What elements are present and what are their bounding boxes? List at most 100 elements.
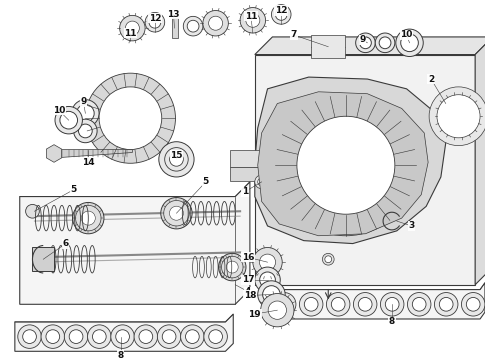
Circle shape: [157, 325, 181, 348]
Text: 10: 10: [400, 31, 413, 40]
Circle shape: [46, 330, 60, 343]
Circle shape: [76, 104, 94, 122]
Circle shape: [81, 211, 95, 225]
Circle shape: [170, 153, 183, 166]
Circle shape: [60, 111, 77, 129]
Circle shape: [246, 13, 260, 27]
Circle shape: [353, 293, 377, 316]
Circle shape: [258, 178, 266, 186]
Circle shape: [407, 293, 431, 316]
Circle shape: [134, 325, 158, 348]
Text: 9: 9: [80, 97, 87, 106]
Text: 17: 17: [242, 275, 254, 284]
Circle shape: [99, 87, 162, 149]
Circle shape: [88, 325, 111, 348]
Text: 12: 12: [275, 6, 288, 15]
Text: 14: 14: [82, 158, 95, 167]
Circle shape: [277, 297, 291, 311]
Polygon shape: [47, 145, 62, 162]
Circle shape: [379, 37, 391, 49]
Circle shape: [69, 330, 83, 343]
Text: 5: 5: [71, 185, 77, 194]
Circle shape: [74, 119, 97, 143]
Circle shape: [75, 206, 101, 231]
Circle shape: [380, 293, 404, 316]
Circle shape: [162, 330, 176, 343]
Circle shape: [186, 330, 199, 343]
Polygon shape: [15, 314, 233, 351]
Circle shape: [322, 253, 334, 265]
Circle shape: [209, 16, 222, 30]
Circle shape: [183, 16, 203, 36]
Bar: [230, 167, 260, 181]
Circle shape: [401, 34, 418, 51]
Text: 8: 8: [389, 318, 395, 327]
Circle shape: [159, 142, 194, 177]
Text: 19: 19: [248, 310, 261, 319]
Circle shape: [72, 100, 99, 127]
Circle shape: [447, 104, 470, 128]
Circle shape: [429, 87, 488, 146]
Circle shape: [325, 256, 332, 263]
Circle shape: [64, 325, 88, 348]
Text: 7: 7: [291, 31, 297, 40]
Circle shape: [253, 247, 282, 277]
Text: 10: 10: [53, 106, 65, 115]
Circle shape: [219, 253, 246, 281]
Circle shape: [375, 33, 395, 53]
Text: 16: 16: [242, 253, 254, 262]
Circle shape: [396, 29, 423, 57]
Circle shape: [437, 95, 480, 138]
Text: 6: 6: [63, 239, 69, 248]
Circle shape: [111, 325, 134, 348]
Circle shape: [170, 206, 183, 220]
Text: 11: 11: [124, 28, 137, 37]
Text: 1: 1: [242, 187, 248, 196]
Circle shape: [120, 15, 145, 41]
Circle shape: [275, 9, 287, 20]
Circle shape: [385, 297, 399, 311]
Circle shape: [299, 293, 323, 316]
Circle shape: [187, 20, 199, 32]
Bar: [230, 149, 260, 167]
Circle shape: [203, 10, 228, 36]
Circle shape: [181, 325, 204, 348]
Circle shape: [226, 261, 238, 273]
Circle shape: [164, 201, 189, 226]
Text: 13: 13: [167, 10, 180, 19]
Circle shape: [268, 301, 287, 319]
Bar: [172, 18, 178, 38]
Circle shape: [165, 148, 188, 171]
Text: 4: 4: [245, 287, 251, 296]
Polygon shape: [62, 149, 132, 157]
Circle shape: [462, 293, 485, 316]
Circle shape: [116, 330, 129, 343]
Circle shape: [304, 297, 318, 311]
Circle shape: [259, 254, 275, 270]
Circle shape: [440, 297, 453, 311]
Circle shape: [161, 198, 192, 229]
Circle shape: [18, 325, 41, 348]
Circle shape: [263, 286, 280, 303]
Circle shape: [145, 13, 165, 32]
Text: 2: 2: [428, 75, 434, 84]
Circle shape: [255, 175, 269, 189]
Circle shape: [240, 8, 266, 33]
Polygon shape: [475, 37, 490, 285]
Polygon shape: [255, 37, 490, 55]
Circle shape: [221, 256, 243, 278]
Text: 9: 9: [359, 35, 366, 44]
Circle shape: [55, 107, 82, 134]
Circle shape: [331, 297, 345, 311]
Circle shape: [41, 325, 65, 348]
Circle shape: [258, 281, 285, 308]
Bar: [32, 247, 54, 271]
Circle shape: [260, 272, 275, 288]
Circle shape: [358, 297, 372, 311]
Polygon shape: [271, 283, 485, 319]
Circle shape: [78, 124, 92, 138]
Text: 8: 8: [118, 351, 124, 360]
Circle shape: [261, 293, 294, 327]
Circle shape: [73, 202, 104, 234]
Bar: [311, 35, 345, 58]
